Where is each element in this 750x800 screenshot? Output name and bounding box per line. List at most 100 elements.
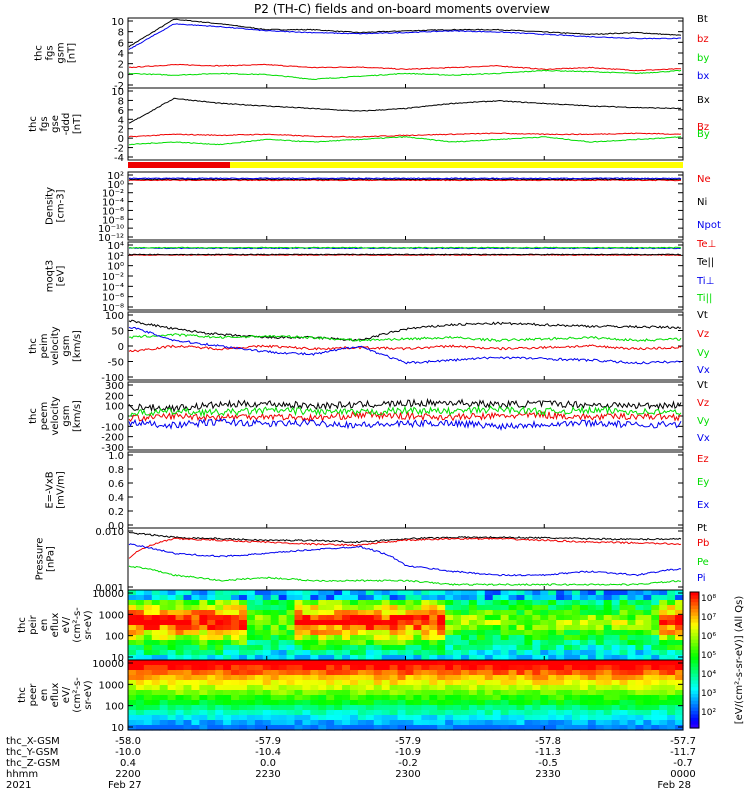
peir-cell [357, 655, 367, 661]
fgs-gse-series-Bx [128, 97, 682, 124]
peer-cell [421, 715, 430, 721]
peir-cell [262, 625, 272, 631]
peer-cell [215, 665, 224, 671]
peir-cell [381, 635, 391, 641]
peir-cell [564, 590, 573, 596]
peir-cell [413, 605, 422, 611]
peir-cell [461, 590, 470, 596]
peir-cell [342, 620, 351, 626]
peer-cell [191, 690, 200, 696]
peir-cell [350, 620, 359, 626]
peir-cell [357, 595, 367, 601]
peer-cell [548, 725, 557, 731]
peir-cell [246, 655, 256, 661]
peer-cell [191, 700, 200, 706]
peir-cell [468, 625, 478, 631]
peer-cell [476, 725, 486, 731]
peer-cell [159, 725, 169, 731]
peer-cell [254, 700, 264, 706]
peer-cell [151, 680, 161, 686]
peir-cell [135, 595, 145, 601]
peir-cell [373, 600, 383, 606]
peer-cell [500, 660, 510, 666]
peir-cell [286, 635, 296, 641]
peer-cell [429, 675, 438, 681]
peer-cell [151, 660, 161, 666]
peir-cell [191, 610, 200, 616]
colorbar-tick-label: 10⁶ [701, 632, 716, 642]
peer-cell [381, 670, 391, 676]
peir-cell [326, 620, 335, 626]
peer-cell [540, 715, 549, 721]
peer-cell [564, 660, 573, 666]
peir-cell [405, 595, 415, 601]
peir-cell [532, 610, 541, 616]
peer-cell [540, 720, 549, 726]
peer-cell [318, 725, 327, 731]
peir-cell [357, 645, 367, 651]
peer-cell [151, 665, 161, 671]
peir-cell [572, 635, 581, 641]
peir-cell [231, 605, 240, 611]
peer-cell [651, 670, 660, 676]
peer-cell [231, 725, 240, 731]
peir-cell [365, 650, 375, 656]
x-axis-value: -57.7 [670, 736, 696, 747]
peir-cell [310, 610, 319, 616]
peir-cell [357, 590, 367, 596]
peer-cell [437, 665, 446, 671]
peir-cell [223, 625, 232, 631]
peer-cell [215, 705, 224, 711]
peer-cell [508, 705, 518, 711]
peer-cell [548, 660, 557, 666]
peer-cell [548, 675, 557, 681]
peir-cell [468, 610, 478, 616]
peir-cell [437, 615, 446, 621]
peer-cell [579, 720, 589, 726]
peer-cell [611, 695, 621, 701]
peer-cell [389, 710, 399, 716]
panels: 1086420-2thcfgsgsm[nT]Btbzbybx1086420-2-… [17, 14, 721, 734]
peir-cell [397, 610, 407, 616]
peer-cell [564, 685, 573, 691]
ylabel-line: thc [28, 408, 39, 424]
temp-ytick-label: 10⁻⁴ [102, 282, 124, 293]
peir-cell [627, 615, 637, 621]
peer-cell [540, 660, 549, 666]
peir-cell [659, 630, 668, 636]
peer-cell [595, 665, 605, 671]
peer-cell [603, 725, 613, 731]
peir-cell [342, 595, 351, 601]
peir-cell [492, 650, 502, 656]
peer-cell [357, 700, 367, 706]
peer-cell [405, 725, 415, 731]
x-axis-value: -10.4 [255, 747, 281, 758]
peer-cell [405, 680, 415, 686]
peer-cell [397, 705, 407, 711]
peir-cell [579, 650, 589, 656]
peir-cell [453, 640, 462, 646]
peir-cell [413, 635, 422, 641]
peer-cell [167, 715, 177, 721]
peer-cell [310, 685, 319, 691]
temp-legend-Ti⊥: Ti⊥ [696, 276, 714, 287]
peir-cell [619, 610, 629, 616]
peer-cell [365, 695, 375, 701]
peir-cell [667, 605, 676, 611]
peer-cell [302, 685, 311, 691]
colorbar-cell [690, 615, 699, 620]
peir-cell [643, 635, 652, 641]
peer-cell [318, 675, 327, 681]
peer-cell [445, 715, 454, 721]
peer-cell [524, 710, 533, 716]
peir-cell [468, 605, 478, 611]
temp-ytick-label: 10⁰ [107, 262, 124, 273]
peir-cell [635, 650, 644, 656]
colorbar-cell [690, 670, 699, 675]
colorbar-cell [690, 660, 699, 664]
peer-cell [643, 665, 652, 671]
peer-cell [143, 690, 153, 696]
peir-cell [365, 590, 375, 596]
peer-cell [532, 680, 541, 686]
peir-cell [468, 645, 478, 651]
